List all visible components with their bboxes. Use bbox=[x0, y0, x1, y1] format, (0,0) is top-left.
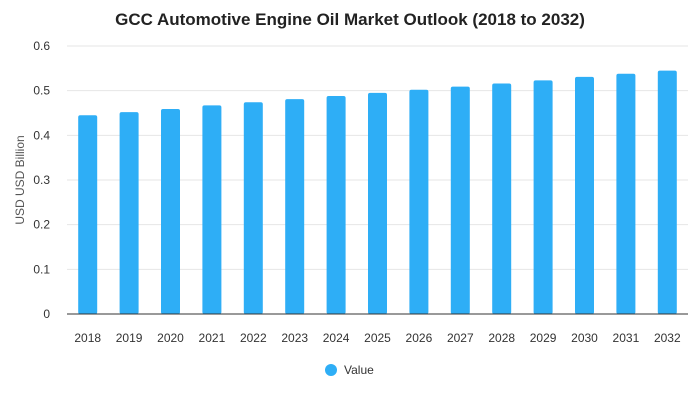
x-tick-label: 2029 bbox=[530, 331, 557, 345]
x-tick-label: 2020 bbox=[157, 331, 184, 345]
bar-2032 bbox=[657, 70, 677, 314]
y-tick-label: 0.6 bbox=[33, 39, 50, 53]
bar-2019 bbox=[119, 112, 139, 315]
y-tick-label: 0.5 bbox=[33, 84, 50, 98]
legend: Value bbox=[325, 363, 374, 377]
bars bbox=[78, 70, 677, 315]
y-tick-label: 0.4 bbox=[33, 128, 50, 142]
x-tick-label: 2026 bbox=[406, 331, 433, 345]
x-tick-label: 2025 bbox=[364, 331, 391, 345]
bar-2029 bbox=[533, 80, 553, 314]
bar-2026 bbox=[409, 89, 429, 314]
bar-2027 bbox=[450, 86, 470, 314]
y-axis-label: USD USD Billion bbox=[13, 135, 27, 224]
bar-2024 bbox=[326, 96, 346, 314]
y-tick-label: 0 bbox=[43, 307, 50, 321]
x-tick-label: 2023 bbox=[281, 331, 308, 345]
x-tick-label: 2022 bbox=[240, 331, 267, 345]
x-tick-label: 2028 bbox=[488, 331, 515, 345]
bar-2020 bbox=[161, 108, 180, 314]
bar-2021 bbox=[202, 105, 222, 314]
x-axis-ticks: 2018 2019 2020 2021 2022 2023 2024 2025 2026 2027… bbox=[74, 331, 681, 345]
x-tick-label: 2018 bbox=[74, 331, 101, 345]
bar-2018 bbox=[78, 115, 98, 314]
y-tick-label: 0.2 bbox=[33, 218, 50, 232]
bar-2030 bbox=[575, 76, 594, 314]
x-tick-label: 2032 bbox=[654, 331, 681, 345]
x-tick-label: 2021 bbox=[199, 331, 226, 345]
x-tick-label: 2031 bbox=[613, 331, 640, 345]
y-tick-label: 0.3 bbox=[33, 173, 50, 187]
chart-title: GCC Automotive Engine Oil Market Outlook… bbox=[115, 10, 585, 29]
y-axis-ticks: 0 0.1 0.2 0.3 0.4 0.5 0.6 bbox=[33, 39, 50, 321]
bar-2025 bbox=[368, 92, 387, 315]
y-tick-label: 0.1 bbox=[33, 262, 50, 276]
bar-2023 bbox=[285, 99, 305, 314]
x-tick-label: 2027 bbox=[447, 331, 474, 345]
bar-2022 bbox=[243, 102, 263, 314]
legend-marker-value bbox=[325, 364, 337, 376]
legend-label-value: Value bbox=[344, 363, 374, 377]
x-tick-label: 2030 bbox=[571, 331, 598, 345]
bar-2028 bbox=[492, 83, 512, 315]
x-tick-label: 2024 bbox=[323, 331, 350, 345]
x-tick-label: 2019 bbox=[116, 331, 143, 345]
bar-2031 bbox=[616, 73, 636, 315]
